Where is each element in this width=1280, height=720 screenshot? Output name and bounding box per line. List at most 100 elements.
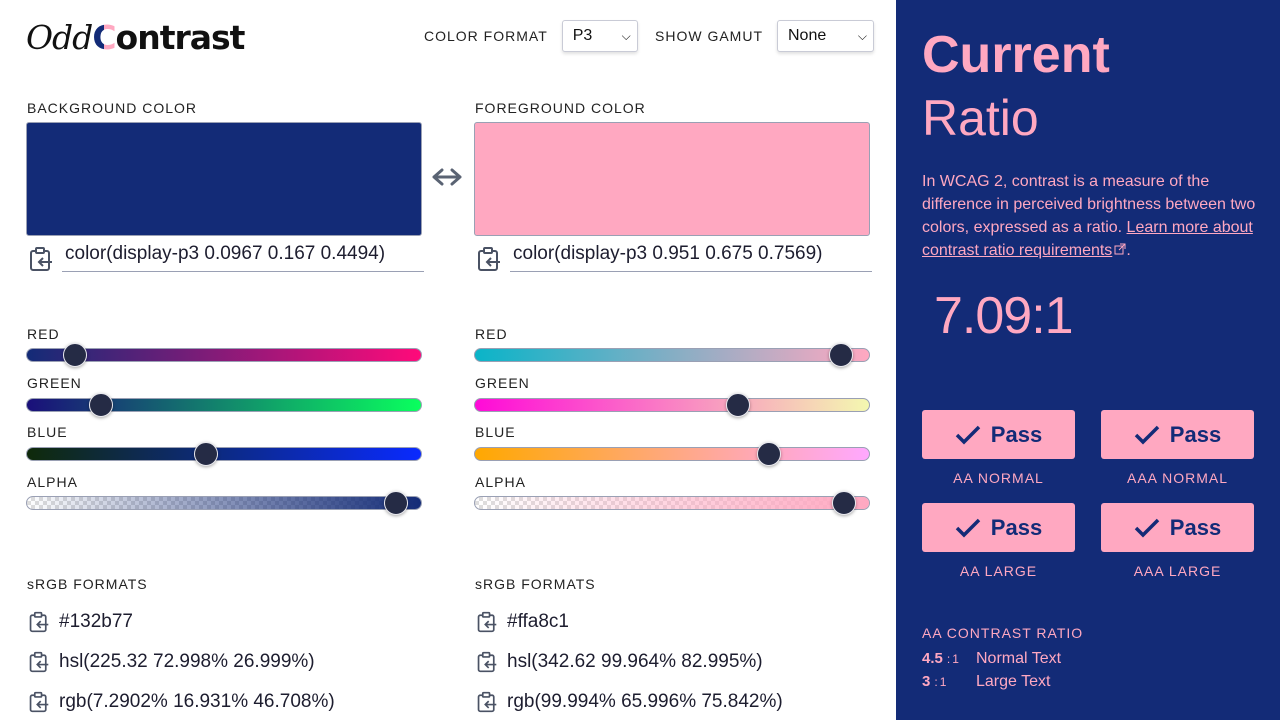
foreground-red-slider[interactable] [474, 343, 870, 367]
alpha-gradient [475, 497, 869, 509]
aa-contrast-heading: AA CONTRAST RATIO [922, 625, 1084, 641]
foreground-color-label: FOREGROUND COLOR [475, 100, 646, 116]
format-value: rgb(7.2902% 16.931% 46.708%) [59, 691, 335, 712]
foreground-srgb-label: sRGB FORMATS [475, 576, 596, 592]
format-value: rgb(99.994% 65.996% 75.842%) [507, 691, 783, 712]
slider-thumb[interactable] [756, 442, 781, 466]
format-value: hsl(225.32 72.998% 26.999%) [59, 651, 315, 672]
background-blue-slider[interactable] [26, 442, 422, 466]
check-icon [1134, 425, 1160, 444]
foreground-blue-slider[interactable] [474, 442, 870, 466]
aa-ratio-desc: Normal Text [976, 650, 1062, 667]
background-color-input[interactable]: color(display-p3 0.0967 0.167 0.4494) [62, 243, 424, 272]
result-caption: AA NORMAL [953, 470, 1044, 486]
show-gamut-label: SHOW GAMUT [655, 28, 763, 44]
slider-label: ALPHA [475, 474, 526, 490]
format-value: hsl(342.62 99.964% 82.995%) [507, 651, 763, 672]
aa-large-requirement: 3:1 Large Text [922, 673, 1050, 690]
check-icon [1134, 518, 1160, 537]
background-format-hex: #132b77 [28, 611, 133, 633]
slider-label: RED [475, 326, 508, 342]
slider-thumb[interactable] [726, 393, 751, 417]
check-icon [955, 425, 981, 444]
background-red-slider[interactable] [26, 343, 422, 367]
slider-label: RED [27, 326, 60, 342]
description-end: . [1126, 242, 1131, 259]
slider-thumb[interactable] [89, 393, 114, 417]
ratio-sidebar: Current Ratio In WCAG 2, contrast is a m… [896, 0, 1280, 720]
clipboard-copy-icon[interactable] [476, 651, 498, 673]
chevron-down-icon: ⌵ [621, 28, 631, 43]
foreground-color-input[interactable]: color(display-p3 0.951 0.675 0.7569) [510, 243, 872, 272]
clipboard-paste-icon[interactable] [28, 246, 54, 272]
show-gamut-control: SHOW GAMUT None ⌵ [655, 20, 874, 52]
result-caption: AA LARGE [959, 563, 1038, 579]
slider-label: GREEN [27, 375, 82, 391]
slider-label: BLUE [27, 424, 68, 440]
chevron-down-icon: ⌵ [857, 28, 867, 43]
learn-more-link[interactable]: Learn more about contrast ratio requirem… [922, 219, 1253, 259]
foreground-green-slider[interactable] [474, 393, 870, 417]
logo-odd: Odd [26, 18, 93, 57]
slider-label: GREEN [475, 375, 530, 391]
background-green-slider[interactable] [26, 393, 422, 417]
logo-contrast-rest: ontrast [115, 18, 246, 57]
sidebar-description: In WCAG 2, contrast is a measure of the … [922, 170, 1262, 262]
format-value: #ffa8c1 [507, 611, 569, 632]
check-icon [955, 518, 981, 537]
clipboard-copy-icon[interactable] [28, 691, 50, 713]
color-format-value: P3 [572, 27, 593, 44]
aa-normal-requirement: 4.5:1 Normal Text [922, 650, 1061, 667]
slider-label: ALPHA [27, 474, 78, 490]
background-format-rgb: rgb(7.2902% 16.931% 46.708%) [28, 691, 335, 713]
show-gamut-select[interactable]: None ⌵ [777, 20, 874, 52]
color-format-select[interactable]: P3 ⌵ [561, 20, 638, 52]
aa-ratio-one: 1 [952, 652, 959, 666]
result-caption: AAA LARGE [1133, 563, 1222, 579]
result-caption: AAA NORMAL [1126, 470, 1229, 486]
foreground-alpha-slider[interactable] [474, 491, 870, 515]
foreground-format-hex: #ffa8c1 [476, 611, 569, 633]
foreground-format-rgb: rgb(99.994% 65.996% 75.842%) [476, 691, 783, 713]
background-swatch[interactable] [26, 122, 422, 236]
aaa-normal-result: Pass [1101, 410, 1254, 459]
aa-ratio-number: 3 [922, 673, 931, 690]
slider-thumb[interactable] [194, 442, 219, 466]
color-format-label: COLOR FORMAT [424, 28, 548, 44]
format-value: #132b77 [59, 611, 133, 632]
background-alpha-slider[interactable] [26, 491, 422, 515]
foreground-swatch[interactable] [474, 122, 870, 236]
result-status: Pass [990, 514, 1043, 540]
clipboard-copy-icon[interactable] [476, 611, 498, 633]
aa-ratio-number: 4.5 [922, 650, 943, 667]
swap-arrows-icon [432, 168, 462, 186]
foreground-format-hsl: hsl(342.62 99.964% 82.995%) [476, 651, 763, 673]
logo[interactable]: OddContrast [26, 18, 246, 58]
clipboard-copy-icon[interactable] [28, 651, 50, 673]
alpha-gradient [27, 497, 421, 509]
clipboard-copy-icon[interactable] [28, 611, 50, 633]
show-gamut-value: None [788, 27, 827, 44]
background-format-hsl: hsl(225.32 72.998% 26.999%) [28, 651, 315, 673]
result-status: Pass [1169, 421, 1222, 447]
external-link-icon [1114, 243, 1126, 255]
learn-more-text: Learn more about contrast ratio requirem… [922, 219, 1253, 259]
sidebar-title-current: Current [922, 26, 1110, 84]
slider-thumb[interactable] [828, 343, 853, 367]
logo-c: C [92, 18, 116, 57]
clipboard-copy-icon[interactable] [476, 691, 498, 713]
background-color-label: BACKGROUND COLOR [27, 100, 198, 116]
clipboard-paste-icon[interactable] [476, 246, 502, 272]
foreground-input-row: color(display-p3 0.951 0.675 0.7569) [476, 243, 872, 272]
slider-thumb[interactable] [384, 491, 409, 515]
background-srgb-label: sRGB FORMATS [27, 576, 148, 592]
aa-ratio-colon: : [934, 675, 938, 689]
aa-large-result: Pass [922, 503, 1075, 552]
contrast-ratio-value: 7.09:1 [934, 287, 1074, 345]
slider-thumb[interactable] [832, 491, 857, 515]
logo-contrast: Contrast [92, 18, 246, 57]
slider-thumb[interactable] [62, 343, 87, 367]
result-status: Pass [990, 421, 1043, 447]
swap-colors-button[interactable] [432, 163, 462, 195]
main-panel: OddContrast COLOR FORMAT P3 ⌵ SHOW GAMUT… [26, 18, 874, 713]
